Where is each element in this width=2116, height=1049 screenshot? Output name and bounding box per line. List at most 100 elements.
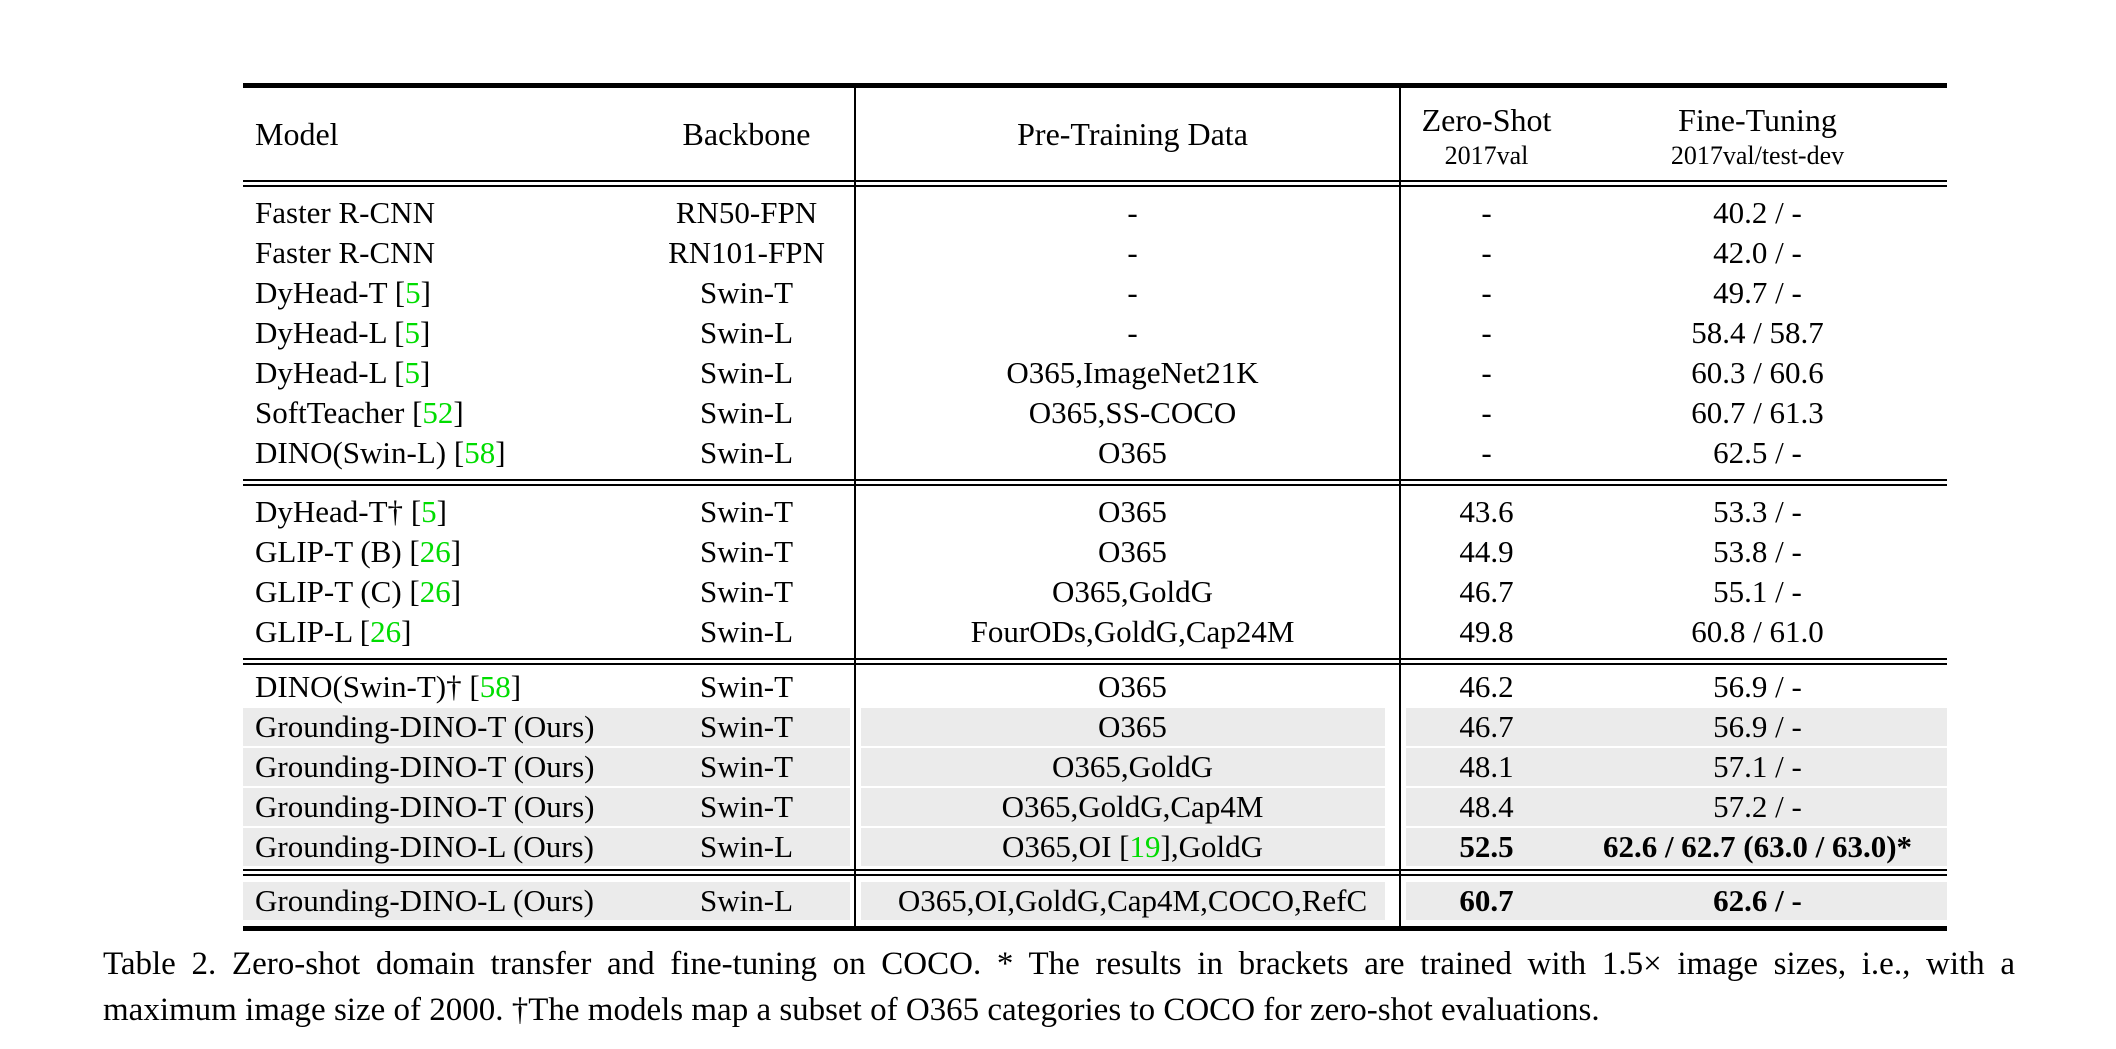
row-highlight-band [1406, 708, 1947, 746]
zero-shot-label: Zero-Shot [1421, 102, 1552, 138]
table-row: DINO(Swin-T)† [58] Swin-T O365 46.2 56.9 / - [243, 667, 1947, 707]
backbone-cell: Swin-L [700, 614, 793, 649]
table-section: DINO(Swin-T)† [58] Swin-T O365 46.2 56.9 / -… [243, 665, 1947, 869]
fine-tune-cell: 56.9 / - [1713, 669, 1802, 704]
zero-shot-cell: - [1481, 275, 1492, 310]
model-cell: Faster R-CNN [255, 235, 435, 270]
backbone-cell: Swin-T [700, 789, 793, 824]
zero-shot-cell: - [1481, 435, 1492, 470]
zero-shot-cell: - [1481, 315, 1492, 350]
zero-shot-cell: 48.4 [1459, 789, 1514, 824]
model-cell: Faster R-CNN [255, 195, 435, 230]
backbone-cell: Swin-T [700, 574, 793, 609]
section-divider-rule [243, 658, 1947, 665]
backbone-cell: RN101-FPN [668, 235, 825, 270]
model-cell: DyHead-L [5] [255, 315, 431, 350]
pretrain-cell: FourODs,GoldG,Cap24M [970, 614, 1295, 649]
model-cell: Grounding-DINO-T (Ours) [255, 709, 595, 744]
backbone-cell: Swin-T [700, 749, 793, 784]
backbone-cell: Swin-T [700, 275, 793, 310]
model-cell: DINO(Swin-T)† [58] [255, 669, 522, 704]
column-header-backbone: Backbone [682, 116, 811, 152]
fine-tune-cell: 60.8 / 61.0 [1691, 614, 1824, 649]
model-cell: GLIP-T (C) [26] [255, 574, 462, 609]
row-highlight-band [861, 788, 1385, 826]
pretrain-cell: O365 [1098, 534, 1167, 569]
column-header-pretrain-data: Pre-Training Data [1017, 116, 1248, 152]
pretrain-cell: O365,ImageNet21K [1006, 355, 1259, 390]
fine-tune-cell: 62.5 / - [1713, 435, 1802, 470]
table-row: Grounding-DINO-L (Ours) Swin-L O365,OI,Gol… [243, 881, 1947, 921]
pretrain-cell: O365,SS-COCO [1028, 395, 1237, 430]
row-highlight-band [1406, 788, 1947, 826]
backbone-cell: Swin-L [700, 883, 793, 918]
citation-number: 19 [1129, 829, 1161, 864]
table-row: DyHead-L [5] Swin-L O365,ImageNet21K - 60.3 … [243, 353, 1947, 393]
fine-tune-cell: 62.6 / - [1713, 883, 1802, 918]
table-row: Faster R-CNN RN101-FPN - - 42.0 / - [243, 233, 1947, 273]
fine-tuning-label: Fine-Tuning [1678, 102, 1837, 138]
table-row: Faster R-CNN RN50-FPN - - 40.2 / - [243, 193, 1947, 233]
row-highlight-band [861, 882, 1385, 920]
column-separator-line [1399, 88, 1401, 926]
table-row: GLIP-T (C) [26] Swin-T O365,GoldG 46.7 55.1 … [243, 572, 1947, 612]
table-header-row: Model Backbone Pre-Training Data Zero-Sh… [243, 88, 1947, 180]
model-cell: Grounding-DINO-L (Ours) [255, 829, 594, 864]
zero-shot-cell: 46.7 [1459, 574, 1514, 609]
fine-tune-cell: 60.7 / 61.3 [1691, 395, 1824, 430]
zero-shot-cell: 48.1 [1459, 749, 1514, 784]
row-highlight-band [243, 748, 850, 786]
citation-number: 26 [419, 534, 451, 569]
pretrain-cell: - [1127, 315, 1138, 350]
table-row: Grounding-DINO-T (Ours) Swin-T O365,GoldG 4… [243, 747, 1947, 787]
table-row: GLIP-L [26] Swin-L FourODs,GoldG,Cap24M 49.… [243, 612, 1947, 652]
zero-shot-cell: - [1481, 235, 1492, 270]
model-cell: DyHead-T† [5] [255, 494, 447, 529]
column-separator-line [854, 88, 856, 926]
pretrain-cell: O365,GoldG [1051, 574, 1214, 609]
fine-tune-cell: 60.3 / 60.6 [1691, 355, 1824, 390]
citation-number: 58 [479, 669, 511, 704]
fine-tune-cell: 42.0 / - [1713, 235, 1802, 270]
table-row: DyHead-T† [5] Swin-T O365 43.6 53.3 / - [243, 492, 1947, 532]
pretrain-cell: O365,GoldG,Cap4M [1001, 789, 1264, 824]
model-cell: Grounding-DINO-T (Ours) [255, 749, 595, 784]
fine-tune-cell: 49.7 / - [1713, 275, 1802, 310]
column-header-model: Model [255, 116, 339, 152]
pretrain-cell: - [1127, 235, 1138, 270]
header-divider-rule [243, 180, 1947, 187]
row-highlight-band [861, 748, 1385, 786]
section-divider-rule [243, 869, 1947, 876]
row-highlight-band [243, 882, 850, 920]
backbone-cell: Swin-L [700, 355, 793, 390]
pretrain-cell: O365 [1098, 669, 1167, 704]
table-row: Grounding-DINO-T (Ours) Swin-T O365 46.7 56.… [243, 707, 1947, 747]
pretrain-cell: O365 [1098, 494, 1167, 529]
backbone-cell: Swin-T [700, 669, 793, 704]
citation-number: 5 [404, 355, 420, 390]
backbone-cell: Swin-L [700, 315, 793, 350]
row-highlight-band [243, 788, 850, 826]
fine-tune-cell: 56.9 / - [1713, 709, 1802, 744]
zero-shot-cell: 43.6 [1459, 494, 1514, 529]
citation-number: 5 [421, 494, 437, 529]
fine-tune-cell: 57.1 / - [1713, 749, 1802, 784]
pretrain-cell: - [1127, 195, 1138, 230]
backbone-cell: Swin-L [700, 829, 793, 864]
table-top-rule [243, 83, 1947, 88]
table-row: GLIP-T (B) [26] Swin-T O365 44.9 53.8 / - [243, 532, 1947, 572]
column-header-fine-tuning: Fine-Tuning 2017val/test-dev [1568, 88, 1947, 180]
row-highlight-band [861, 828, 1385, 866]
backbone-cell: Swin-L [700, 435, 793, 470]
citation-number: 52 [422, 395, 454, 430]
backbone-cell: Swin-L [700, 395, 793, 430]
table-caption: Table 2. Zero-shot domain transfer and f… [103, 941, 2015, 1033]
row-highlight-band [1406, 828, 1947, 866]
row-highlight-band [1406, 748, 1947, 786]
fine-tune-cell: 53.8 / - [1713, 534, 1802, 569]
table-row: DyHead-T [5] Swin-T - - 49.7 / - [243, 273, 1947, 313]
citation-number: 5 [404, 315, 420, 350]
citation-number: 58 [464, 435, 496, 470]
backbone-cell: Swin-T [700, 709, 793, 744]
fine-tune-cell: 53.3 / - [1713, 494, 1802, 529]
